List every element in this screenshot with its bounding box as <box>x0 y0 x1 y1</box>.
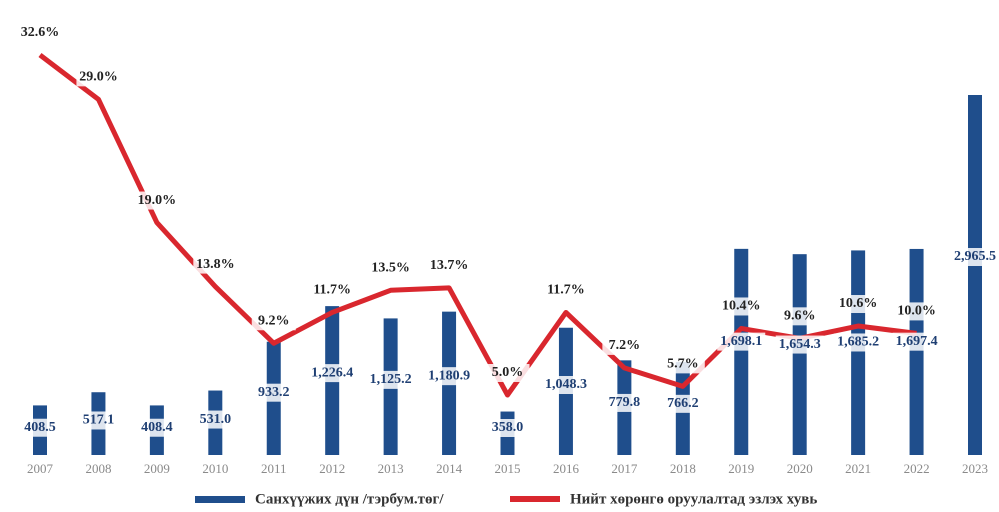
label-bg <box>894 302 939 321</box>
line-label: 11.7% <box>547 283 585 298</box>
line-label: 10.0% <box>897 304 936 319</box>
x-tick-label: 2023 <box>962 461 988 476</box>
line-label: 29.0% <box>79 70 118 85</box>
x-tick-label: 2008 <box>85 461 111 476</box>
label-bg <box>132 418 181 437</box>
label-bg <box>834 333 883 352</box>
label-bg <box>658 394 707 413</box>
line-label: 9.6% <box>784 309 816 324</box>
bar-label: 408.4 <box>141 420 173 435</box>
label-bg <box>602 336 647 355</box>
legend-label: Нийт хөрөнгө оруулалтад эзлэх хувь <box>570 491 817 507</box>
bar-label: 1,180.9 <box>428 368 470 383</box>
label-bg <box>76 68 121 87</box>
bar-label: 1,698.1 <box>720 334 762 349</box>
bar <box>734 248 749 455</box>
line-label: 10.4% <box>722 299 761 314</box>
bar-label: 2,965.5 <box>954 249 996 264</box>
x-tick-label: 2022 <box>904 461 930 476</box>
legend-swatch <box>195 496 245 503</box>
label-bg <box>191 410 240 429</box>
legend-label: Санхүүжих дүн /тэрбум.төг/ <box>255 491 444 507</box>
line-label: 10.6% <box>839 296 878 311</box>
label-bg <box>719 297 764 316</box>
label-bg <box>366 370 415 389</box>
x-tick-label: 2016 <box>553 461 580 476</box>
label-bg <box>836 295 881 314</box>
line-label: 13.7% <box>430 258 469 273</box>
bar-label: 933.2 <box>258 385 290 400</box>
bar <box>909 248 924 455</box>
legend-swatch <box>510 496 560 502</box>
x-tick-label: 2018 <box>670 461 696 476</box>
bar-label: 1,697.4 <box>896 334 938 349</box>
label-bg <box>310 281 355 300</box>
x-tick-label: 2020 <box>787 461 813 476</box>
bar <box>851 250 866 455</box>
label-bg <box>775 335 824 354</box>
line-label: 19.0% <box>138 193 177 208</box>
bar-label: 1,048.3 <box>545 377 587 392</box>
bar-label: 1,125.2 <box>370 372 412 387</box>
bar-label: 408.5 <box>24 420 56 435</box>
x-tick-label: 2009 <box>144 461 170 476</box>
bar-label: 1,226.4 <box>311 365 353 380</box>
x-tick-label: 2019 <box>728 461 754 476</box>
line <box>38 53 917 398</box>
bar-label: 766.2 <box>667 396 699 411</box>
line-label: 13.5% <box>371 261 410 276</box>
label-bg <box>193 255 238 274</box>
x-tick-label: 2015 <box>495 461 521 476</box>
line-label: 7.2% <box>609 338 641 353</box>
label-bg <box>427 256 472 275</box>
label-bg <box>600 393 649 412</box>
line-label: 32.6% <box>21 25 60 40</box>
bar <box>968 95 982 455</box>
x-tick-label: 2012 <box>319 461 345 476</box>
x-tick-label: 2021 <box>845 461 871 476</box>
label-bg <box>16 418 64 437</box>
bar-label: 358.0 <box>492 420 524 435</box>
label-bg <box>951 248 999 266</box>
line-label: 5.0% <box>492 365 524 380</box>
bar-label: 1,654.3 <box>779 337 821 352</box>
label-bg <box>485 364 530 382</box>
line-label: 9.2% <box>258 313 290 328</box>
bar-label: 517.1 <box>83 413 115 428</box>
x-tick-label: 2017 <box>611 461 638 476</box>
label-bg <box>425 367 474 386</box>
label-bg <box>483 419 532 437</box>
bar <box>792 254 807 455</box>
x-tick-label: 2014 <box>436 461 463 476</box>
label-bg <box>543 281 588 300</box>
label-bg <box>249 383 298 402</box>
label-bg <box>368 259 413 278</box>
line-label: 5.7% <box>667 357 699 372</box>
x-tick-label: 2011 <box>261 461 287 476</box>
x-tick-label: 2013 <box>378 461 404 476</box>
bar-label: 779.8 <box>609 395 641 410</box>
label-bg <box>18 24 62 42</box>
label-bg <box>777 307 822 326</box>
bar-label: 531.0 <box>200 412 232 427</box>
label-bg <box>308 364 357 383</box>
x-tick-label: 2007 <box>27 461 54 476</box>
label-bg <box>134 191 179 210</box>
label-bg <box>660 355 705 374</box>
label-bg <box>717 332 766 351</box>
line-label: 13.8% <box>196 257 235 272</box>
label-bg <box>892 332 941 351</box>
line-label: 11.7% <box>313 283 351 298</box>
label-bg <box>541 376 590 395</box>
x-tick-label: 2010 <box>202 461 228 476</box>
bar-label: 1,685.2 <box>837 335 879 350</box>
label-bg <box>74 411 123 430</box>
label-bg <box>251 312 296 331</box>
